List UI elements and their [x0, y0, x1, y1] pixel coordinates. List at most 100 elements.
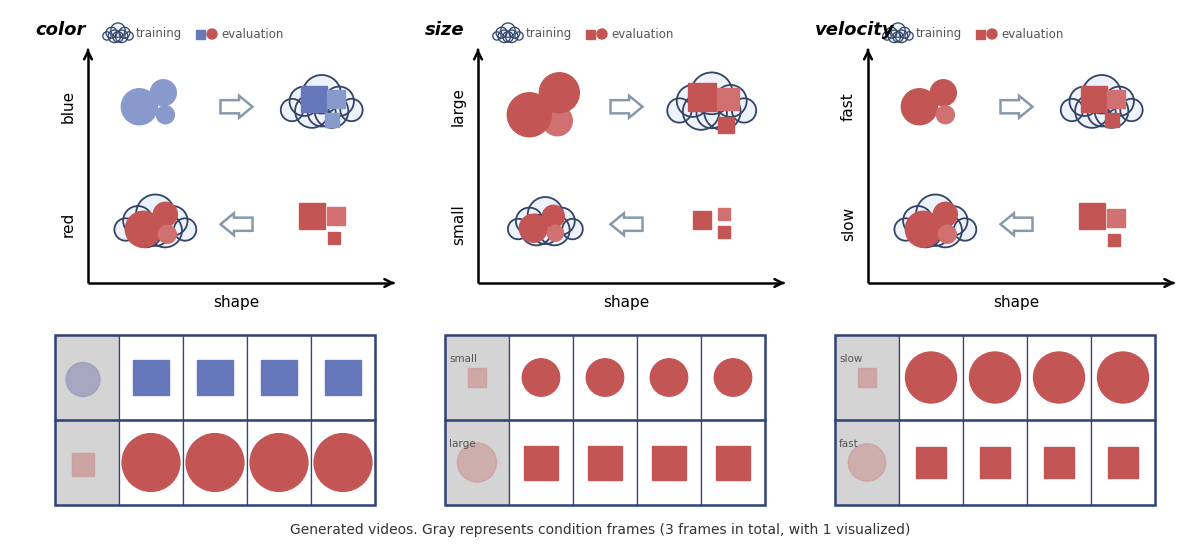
Circle shape [929, 214, 962, 248]
Circle shape [110, 23, 125, 37]
Circle shape [906, 352, 956, 403]
Circle shape [922, 218, 949, 246]
Bar [916, 447, 947, 478]
Bar [119, 420, 182, 505]
Bar [247, 335, 311, 420]
Bar [1106, 90, 1124, 108]
Circle shape [970, 352, 1020, 403]
Circle shape [500, 23, 515, 37]
Bar [701, 335, 766, 420]
Circle shape [125, 211, 161, 248]
Bar [468, 368, 486, 387]
Polygon shape [221, 213, 252, 235]
Text: slow: slow [839, 354, 863, 364]
Circle shape [115, 30, 128, 42]
Text: slow: slow [841, 207, 856, 242]
Circle shape [136, 195, 174, 233]
Bar [637, 420, 701, 505]
Circle shape [108, 30, 120, 42]
Bar [325, 113, 338, 127]
Circle shape [522, 359, 559, 396]
Bar [445, 335, 509, 420]
Circle shape [1033, 352, 1085, 403]
Circle shape [916, 195, 954, 233]
Circle shape [122, 434, 180, 491]
Text: training: training [916, 28, 962, 40]
Circle shape [508, 92, 551, 137]
Bar [1105, 113, 1118, 127]
Text: blue: blue [61, 90, 76, 123]
Bar [299, 203, 325, 229]
Circle shape [650, 359, 688, 396]
Circle shape [1121, 99, 1142, 121]
Circle shape [533, 219, 558, 244]
Circle shape [714, 359, 751, 396]
Text: evaluation: evaluation [1001, 28, 1063, 40]
Circle shape [520, 214, 547, 242]
Circle shape [186, 434, 244, 491]
Polygon shape [1001, 213, 1032, 235]
Bar [716, 88, 739, 110]
Circle shape [908, 214, 942, 248]
Circle shape [250, 434, 308, 491]
Bar [72, 454, 94, 475]
Circle shape [498, 30, 511, 42]
Circle shape [208, 29, 217, 39]
Circle shape [307, 98, 336, 126]
Bar [55, 420, 119, 505]
Text: shape: shape [604, 295, 649, 311]
Bar [979, 447, 1010, 478]
Bar [858, 368, 876, 387]
Circle shape [938, 225, 956, 243]
Bar [1027, 335, 1091, 420]
Circle shape [124, 206, 152, 236]
Circle shape [128, 214, 162, 248]
Bar [588, 446, 622, 479]
Circle shape [848, 444, 886, 481]
Bar [326, 90, 344, 108]
Text: large: large [451, 87, 466, 126]
Circle shape [883, 32, 892, 40]
Bar [835, 420, 899, 505]
Bar [718, 226, 730, 238]
Bar [311, 335, 374, 420]
Circle shape [899, 27, 910, 38]
Circle shape [66, 362, 100, 397]
Bar [701, 420, 766, 505]
Bar [1044, 447, 1074, 478]
Polygon shape [221, 96, 252, 118]
Bar [1106, 209, 1124, 227]
Circle shape [503, 32, 514, 42]
Text: small: small [449, 354, 478, 364]
Bar [1079, 203, 1105, 229]
Circle shape [508, 219, 528, 239]
Circle shape [1082, 75, 1121, 114]
Bar [524, 446, 558, 479]
Circle shape [281, 99, 304, 121]
Text: fast: fast [841, 92, 856, 121]
Circle shape [119, 27, 130, 38]
Circle shape [1104, 86, 1134, 116]
Text: Generated videos. Gray represents condition frames (3 frames in total, with 1 vi: Generated videos. Gray represents condit… [290, 523, 910, 537]
Text: fast: fast [839, 439, 859, 449]
Bar [262, 360, 296, 395]
Text: color: color [35, 21, 85, 39]
Circle shape [938, 206, 967, 236]
Polygon shape [611, 213, 642, 235]
Bar [182, 335, 247, 420]
Bar [692, 211, 710, 229]
Circle shape [509, 27, 520, 38]
Circle shape [539, 215, 570, 245]
Circle shape [156, 106, 174, 123]
Circle shape [154, 202, 178, 226]
Circle shape [158, 225, 176, 243]
Circle shape [496, 27, 506, 38]
Circle shape [677, 85, 709, 117]
Bar [1027, 420, 1091, 505]
Circle shape [150, 80, 176, 106]
Bar [637, 335, 701, 420]
Circle shape [888, 30, 900, 42]
Bar [445, 335, 766, 505]
Circle shape [587, 359, 624, 396]
Text: evaluation: evaluation [611, 28, 673, 40]
